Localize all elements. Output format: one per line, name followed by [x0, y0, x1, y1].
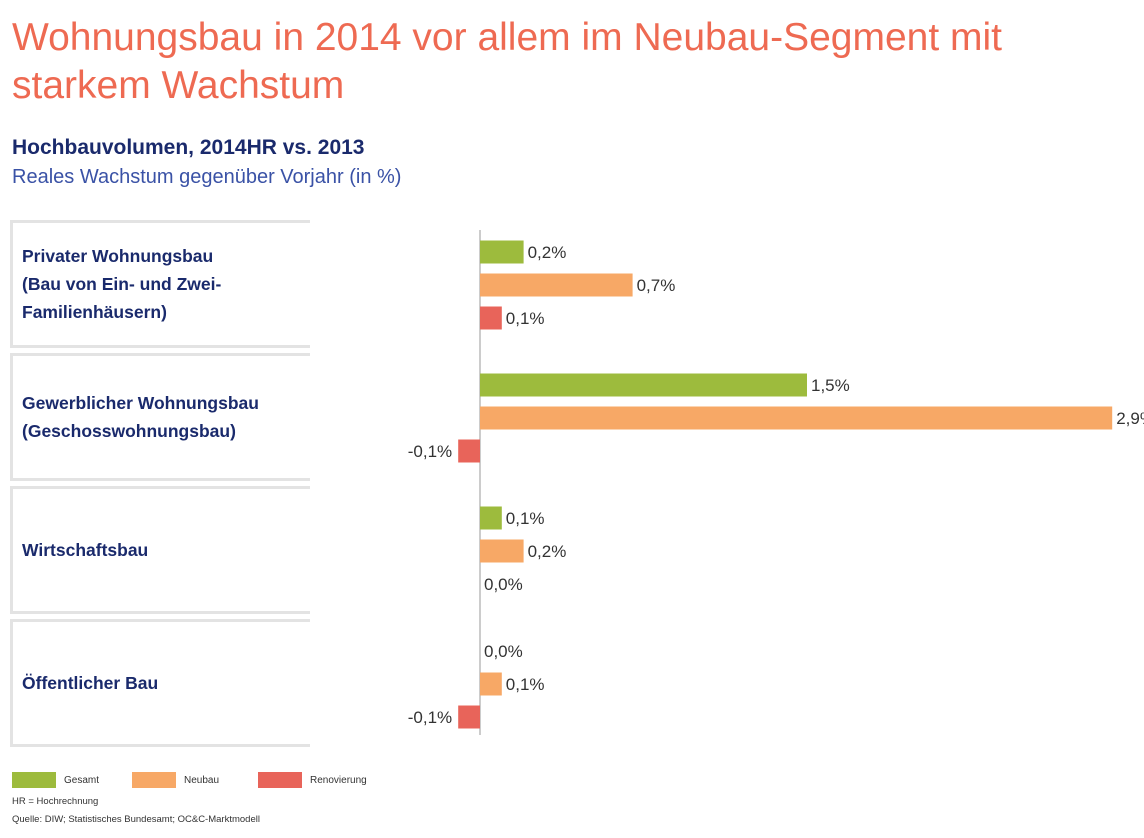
- bar-gesamt-0: [480, 240, 524, 264]
- legend-item-gesamt: Gesamt: [12, 772, 99, 788]
- chart-subtitle: Hochbauvolumen, 2014HR vs. 2013: [12, 136, 365, 159]
- legend-swatch-renovierung: [258, 772, 302, 788]
- data-label-gesamt-1: 1,5%: [811, 376, 850, 395]
- category-label: Öffentlicher Bau: [22, 673, 159, 693]
- legend-label-neubau: Neubau: [184, 774, 220, 786]
- legend-swatch-neubau: [132, 772, 176, 788]
- data-label-neubau-1: 2,9%: [1116, 409, 1144, 428]
- data-label-gesamt-3: 0,0%: [484, 642, 523, 661]
- data-label-renovierung-1: -0,1%: [408, 442, 452, 461]
- bar-renovierung-1: [458, 439, 480, 463]
- data-label-neubau-3: 0,1%: [506, 675, 545, 694]
- data-label-renovierung-0: 0,1%: [506, 309, 545, 328]
- footnote-hr: HR = Hochrechnung: [12, 796, 99, 807]
- data-label-neubau-2: 0,2%: [528, 542, 567, 561]
- bar-gesamt-2: [480, 506, 502, 530]
- category-panel-oeffentlicher-bau: Öffentlicher Bau: [10, 619, 310, 747]
- legend-item-renovierung: Renovierung: [258, 772, 367, 788]
- category-label: Wirtschaftsbau: [22, 540, 149, 560]
- chart-subtitle-unit: Reales Wachstum gegenüber Vorjahr (in %): [12, 166, 402, 188]
- bar-renovierung-3: [458, 705, 480, 729]
- category-panel-wirtschaftsbau: Wirtschaftsbau: [10, 486, 310, 614]
- bar-renovierung-0: [480, 306, 502, 330]
- bar-neubau-2: [480, 539, 524, 563]
- legend-label-gesamt: Gesamt: [64, 774, 100, 786]
- data-label-neubau-0: 0,7%: [637, 276, 676, 295]
- footnote-source: Quelle: DIW; Statistisches Bundesamt; OC…: [12, 814, 260, 825]
- data-label-renovierung-3: -0,1%: [408, 708, 452, 727]
- category-panel-privater-wohnungsbau: Privater Wohnungsbau (Bau von Ein- und Z…: [10, 220, 310, 348]
- legend-swatch-gesamt: [12, 772, 56, 788]
- category-panel-gewerblicher-wohnungsbau: Gewerblicher Wohnungsbau (Geschosswohnun…: [10, 353, 310, 481]
- bar-neubau-0: [480, 273, 633, 297]
- bar-neubau-3: [480, 672, 502, 696]
- category-label: Privater Wohnungsbau (Bau von Ein- und Z…: [22, 246, 222, 322]
- bar-gesamt-1: [480, 373, 807, 397]
- chart-title: Wohnungsbau in 2014 vor allem im Neubau-…: [12, 16, 1002, 107]
- data-label-gesamt-0: 0,2%: [528, 243, 567, 262]
- legend-item-neubau: Neubau: [132, 772, 219, 788]
- data-label-gesamt-2: 0,1%: [506, 509, 545, 528]
- data-label-renovierung-2: 0,0%: [484, 575, 523, 594]
- bar-neubau-1: [480, 406, 1113, 430]
- legend-label-renovierung: Renovierung: [310, 774, 367, 786]
- category-label: Gewerblicher Wohnungsbau (Geschosswohnun…: [22, 393, 259, 441]
